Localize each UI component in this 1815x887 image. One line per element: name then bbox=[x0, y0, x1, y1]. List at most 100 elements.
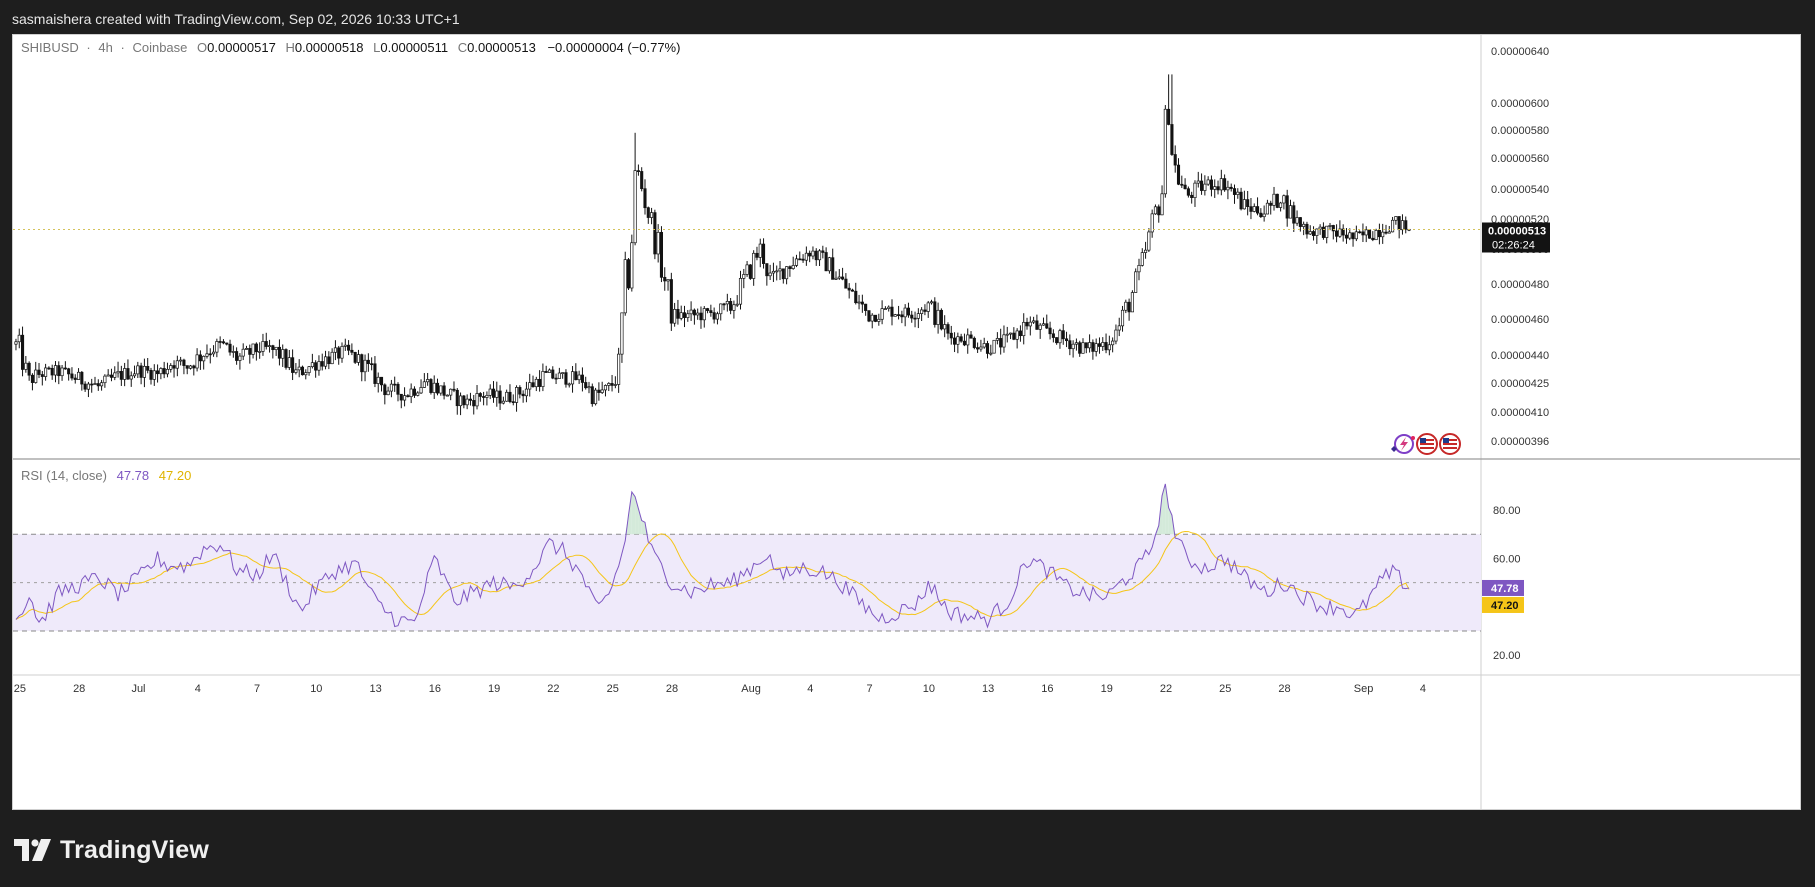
candle-body bbox=[353, 351, 357, 363]
candle-body bbox=[1387, 231, 1391, 234]
tradingview-branding[interactable]: TradingView bbox=[14, 835, 209, 865]
candle-body bbox=[1064, 338, 1069, 342]
candle-body bbox=[989, 352, 993, 355]
candle-body bbox=[169, 365, 173, 370]
candle-body bbox=[1311, 231, 1316, 236]
candle-body bbox=[287, 357, 291, 368]
candle-body bbox=[297, 366, 301, 371]
candle-body bbox=[505, 391, 509, 402]
candle-body bbox=[860, 301, 864, 305]
legend-separator: · bbox=[86, 40, 90, 55]
price-tick-label: 0.00000540 bbox=[1491, 184, 1549, 196]
lightning-event-icon[interactable] bbox=[1391, 434, 1415, 454]
candle-body bbox=[666, 279, 670, 282]
candle-body bbox=[1200, 180, 1204, 191]
candle-body bbox=[999, 338, 1003, 348]
time-tick-label: 28 bbox=[1278, 683, 1290, 695]
candle-body bbox=[498, 390, 502, 404]
candle-body bbox=[1203, 183, 1207, 191]
us-flag-event-icon[interactable] bbox=[1416, 433, 1438, 455]
candle-body bbox=[409, 388, 413, 398]
candle-body bbox=[1216, 186, 1220, 191]
time-axis[interactable]: 25 28 Jul 4 7 10 13 16 19 22 25 28 Aug 4 7 10 13 16 19 22 25… bbox=[14, 683, 1426, 695]
candle-body bbox=[1153, 206, 1158, 215]
price-tick-label: 0.00000460 bbox=[1491, 314, 1549, 326]
time-tick-label: 22 bbox=[1160, 683, 1172, 695]
candle-body bbox=[798, 258, 802, 261]
ohlc-legend[interactable]: SHIBUSD · 4h · Coinbase O0.00000517 H0.0… bbox=[21, 40, 680, 55]
rsi-axis[interactable]: 80.00 60.00 20.00 bbox=[1493, 505, 1521, 662]
candle-body bbox=[890, 306, 894, 317]
candle-body bbox=[1005, 333, 1009, 336]
candle-body bbox=[70, 373, 74, 379]
candle-body bbox=[1009, 332, 1013, 335]
candle-body bbox=[419, 387, 423, 394]
candle-body bbox=[613, 384, 617, 386]
candle-body bbox=[979, 346, 983, 350]
candle-body bbox=[554, 377, 558, 380]
candle-body bbox=[686, 313, 690, 318]
open-label: O bbox=[197, 40, 207, 55]
candle-body bbox=[1163, 108, 1167, 195]
candle-body bbox=[468, 398, 472, 401]
us-flag-event-icon[interactable] bbox=[1439, 433, 1461, 455]
candle-body bbox=[1074, 342, 1078, 345]
rsi-overbought-fill bbox=[631, 491, 636, 535]
time-tick-label: 4 bbox=[195, 683, 201, 695]
candle-body bbox=[1242, 199, 1246, 210]
candle-body bbox=[1338, 228, 1342, 237]
candle-body bbox=[294, 369, 298, 373]
candle-body bbox=[330, 351, 334, 365]
candle-body bbox=[626, 259, 631, 289]
candle-body bbox=[551, 369, 555, 379]
candle-body bbox=[811, 250, 815, 257]
chart-svg[interactable]: SHIBUSD · 4h · Coinbase O0.00000517 H0.0… bbox=[13, 35, 1800, 809]
candle-body bbox=[524, 388, 528, 397]
rsi-legend[interactable]: RSI (14, close) 47.78 47.20 bbox=[21, 468, 191, 483]
rsi-tag-value: 47.78 bbox=[1491, 583, 1519, 595]
candle-body bbox=[511, 401, 515, 403]
candle-body bbox=[735, 303, 739, 306]
rsi-overbought-fill bbox=[1162, 483, 1166, 535]
rsi-overbought-fill bbox=[641, 520, 645, 535]
candle-body bbox=[847, 287, 851, 291]
candle-body bbox=[258, 351, 262, 353]
candle-body bbox=[682, 312, 687, 318]
symbol-label: SHIBUSD bbox=[21, 40, 79, 55]
candle-body bbox=[1101, 342, 1105, 347]
candle-body bbox=[291, 357, 295, 373]
candle-body bbox=[946, 324, 950, 334]
candle-body bbox=[416, 392, 420, 396]
price-tick-label: 0.00000480 bbox=[1491, 279, 1549, 291]
candle-body bbox=[491, 388, 496, 398]
candle-body bbox=[788, 266, 792, 269]
time-tick-label: 25 bbox=[607, 683, 619, 695]
rsi-title: RSI (14, close) bbox=[21, 468, 107, 483]
candle-body bbox=[1335, 230, 1339, 237]
candle-body bbox=[277, 346, 281, 359]
candle-body bbox=[442, 385, 446, 396]
candle-body bbox=[1315, 228, 1319, 236]
candle-body bbox=[399, 393, 403, 401]
events-icons[interactable] bbox=[1391, 433, 1461, 455]
candle-body bbox=[547, 369, 552, 373]
candle-body bbox=[185, 365, 189, 369]
candle-body bbox=[1051, 333, 1055, 338]
candle-body bbox=[702, 308, 706, 321]
candle-body bbox=[24, 362, 28, 370]
candle-body bbox=[333, 347, 337, 353]
time-tick-label: 13 bbox=[982, 683, 994, 695]
candle-body bbox=[86, 383, 90, 390]
candle-body bbox=[1209, 179, 1213, 190]
candle-body bbox=[1367, 229, 1372, 239]
candle-body bbox=[643, 188, 647, 209]
candle-body bbox=[699, 312, 703, 321]
open-value: 0.00000517 bbox=[207, 40, 276, 55]
candle-body bbox=[1318, 226, 1322, 230]
candle-body bbox=[50, 367, 54, 376]
candle-body bbox=[920, 309, 924, 314]
candle-body bbox=[706, 308, 710, 311]
candle-body bbox=[1256, 206, 1260, 214]
candle-body bbox=[900, 314, 904, 318]
candle-body bbox=[617, 353, 621, 385]
